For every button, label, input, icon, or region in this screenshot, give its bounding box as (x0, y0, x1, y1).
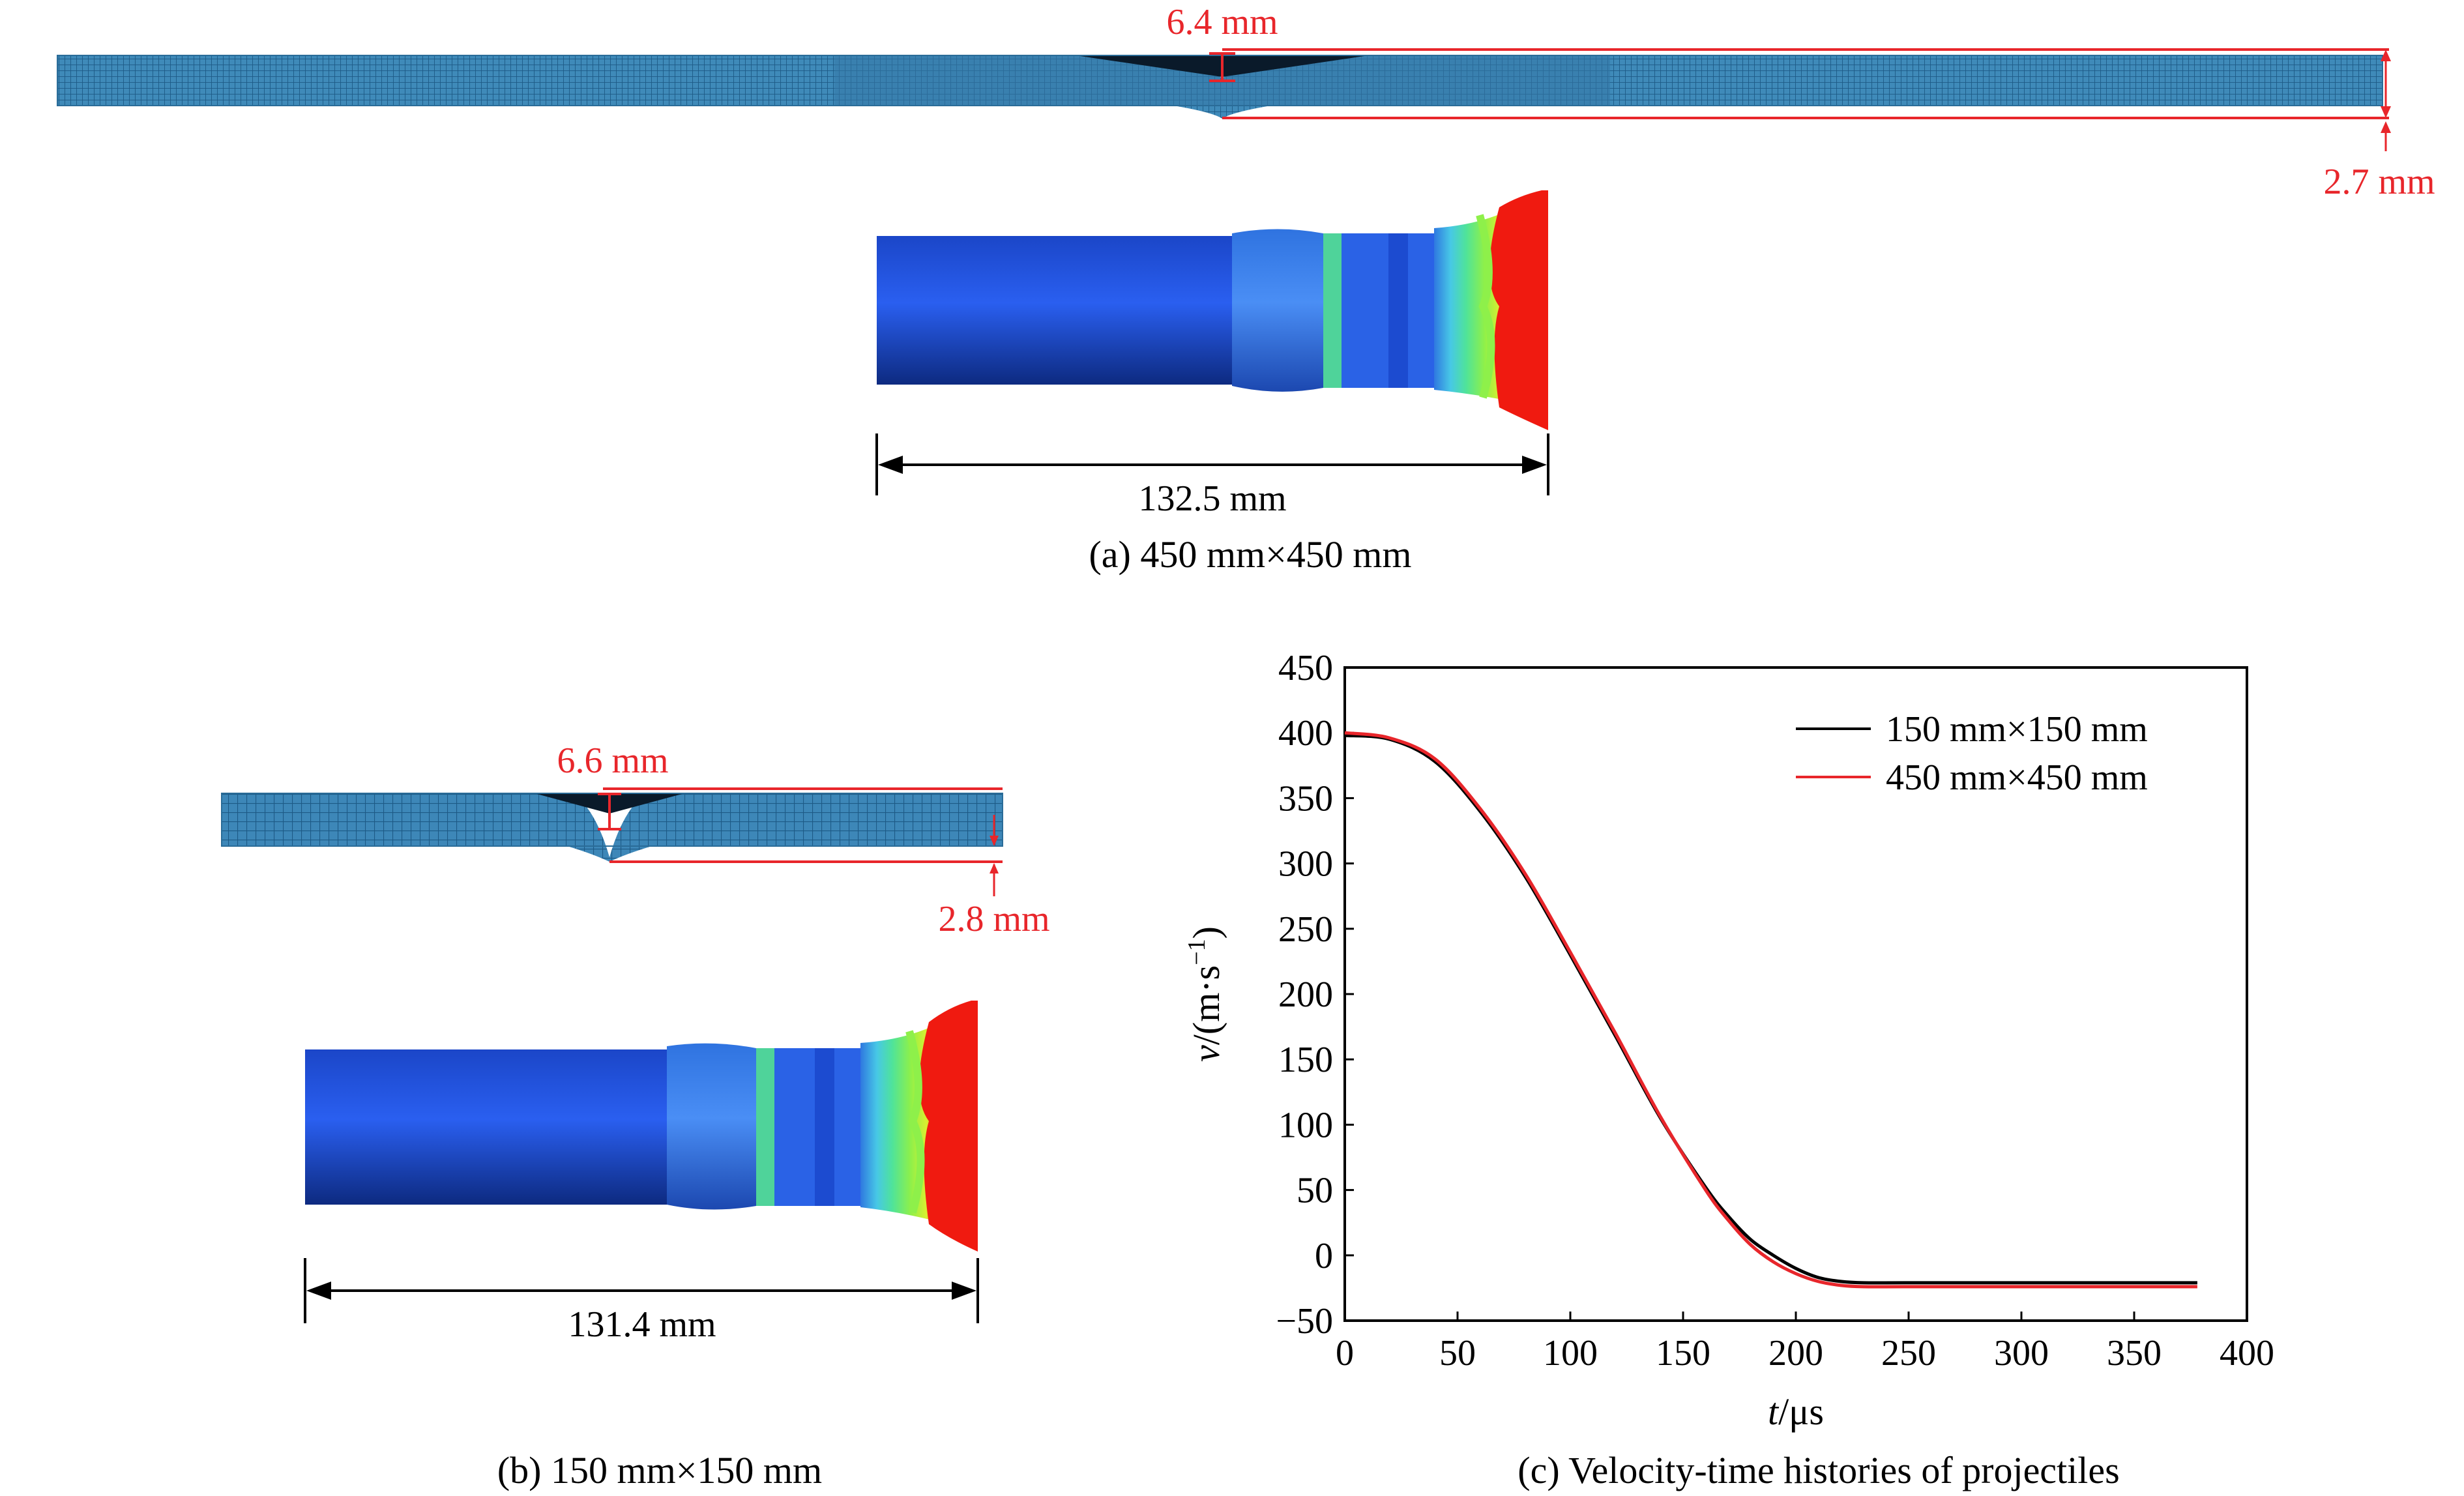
x-axis: 0 50 100 150 200 250 300 350 400 (1336, 1312, 2274, 1373)
y-tick-label: 0 (1315, 1236, 1333, 1276)
x-tick-label: 350 (2107, 1333, 2162, 1373)
y-tick-label: 400 (1278, 713, 1333, 754)
y-tick-label: 150 (1278, 1040, 1333, 1080)
y-axis-title-symbol: v (1185, 1045, 1227, 1062)
y-axis-title-superscript: −1 (1183, 939, 1210, 965)
panel-a-deflection-dimension (1209, 48, 2391, 151)
y-tick-label: 450 (1278, 648, 1333, 688)
y-tick-label: 100 (1278, 1105, 1333, 1145)
panel-c-caption: (c) Velocity-time histories of projectil… (1518, 1449, 2119, 1491)
legend-label-series-2: 450 mm×450 mm (1886, 757, 2148, 798)
y-tick-label: 200 (1278, 975, 1333, 1015)
x-axis-title: t/μs (1768, 1390, 1824, 1433)
legend: 150 mm×150 mm 450 mm×450 mm (1796, 709, 2148, 798)
panel-a-plate (57, 55, 2383, 119)
panel-a-projectile (877, 190, 1548, 430)
y-tick-label: −50 (1276, 1301, 1333, 1342)
y-axis-title: v/(m·s−1) (1183, 926, 1227, 1062)
series-line-1 (1344, 733, 2197, 1285)
panel-a-thickness-label: 2.7 mm (2323, 162, 2435, 202)
panel-a-deflection-label: 6.4 mm (1166, 2, 1278, 42)
panel-b-deflection-label: 6.6 mm (557, 741, 668, 781)
x-tick-label: 100 (1543, 1333, 1598, 1373)
x-tick-label: 200 (1768, 1333, 1823, 1373)
panel-b-length-label: 131.4 mm (568, 1304, 716, 1345)
panel-b-deflection-dimension (598, 787, 1003, 896)
panel-b-projectile (305, 1001, 978, 1252)
series-layer (1344, 731, 2197, 1289)
x-tick-label: 150 (1656, 1333, 1710, 1373)
panel-b-caption: (b) 150 mm×150 mm (497, 1449, 822, 1491)
panel-a-caption: (a) 450 mm×450 mm (1089, 533, 1411, 576)
panel-b: 6.6 mm 2.8 mm 131.4 mm (b) 150 mm×150 mm (221, 741, 1050, 1491)
x-tick-label: 300 (1994, 1333, 2049, 1373)
y-tick-label: 50 (1297, 1171, 1333, 1211)
panel-a: 6.4 mm 2.7 mm 132.5 mm (a) 450 mm×450 mm (57, 2, 2435, 576)
panel-b-thickness-label: 2.8 mm (938, 899, 1049, 939)
x-tick-label: 400 (2220, 1333, 2274, 1373)
y-axis-title-unit: /(m·s (1185, 965, 1227, 1045)
panel-a-length-dimension (875, 433, 1549, 495)
y-tick-label: 300 (1278, 844, 1333, 885)
series-line-2 (1344, 731, 2197, 1289)
panel-b-plate (221, 793, 1003, 862)
legend-label-series-1: 150 mm×150 mm (1886, 709, 2148, 750)
x-axis-title-symbol: t (1768, 1390, 1780, 1433)
y-tick-label: 350 (1278, 778, 1333, 819)
panel-a-length-label: 132.5 mm (1138, 478, 1286, 519)
x-tick-label: 0 (1336, 1333, 1354, 1373)
x-tick-label: 250 (1881, 1333, 1936, 1373)
panel-b-length-dimension (304, 1258, 979, 1323)
y-tick-label: 250 (1278, 909, 1333, 950)
y-axis-title-close: ) (1185, 926, 1227, 939)
x-tick-label: 50 (1439, 1333, 1476, 1373)
y-axis: −50 0 50 100 150 200 250 300 350 400 450 (1276, 648, 1354, 1342)
x-axis-title-unit: /μs (1778, 1390, 1824, 1433)
